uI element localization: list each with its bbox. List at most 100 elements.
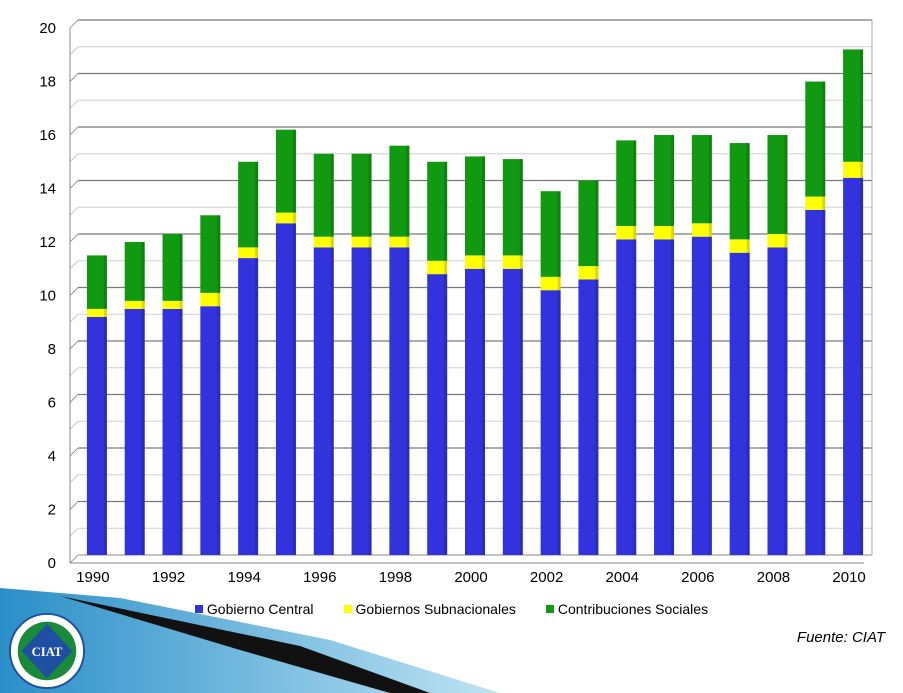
bar-segment-gobiernos-subnacionales [86,308,107,317]
x-tick-label: 2002 [530,569,563,586]
y-tick-label: 4 [48,448,56,465]
bar-segment-gobiernos-subnacionales [691,223,712,237]
bar-segment-gobiernos-subnacionales [238,247,259,259]
bar-segment-gobiernos-subnacionales [313,236,334,248]
bar-segment-contribuciones-sociales [616,140,637,226]
bar-shade [822,81,826,556]
bar-segment-gobiernos-subnacionales [427,260,448,275]
bar-segment-gobierno-central [729,252,750,555]
bar-segment-gobierno-central [200,306,221,555]
legend-label: Gobiernos Subnacionales [355,601,516,617]
bar-shade [708,135,712,555]
x-tick-label: 2008 [757,569,790,586]
y-tick-label: 18 [39,74,56,91]
bar-segment-gobierno-central [313,247,334,555]
y-tick-label: 14 [39,181,56,198]
bar-segment-gobiernos-subnacionales [389,236,410,248]
bar-segment-contribuciones-sociales [162,234,183,301]
bar-segment-gobierno-central [502,268,523,555]
bar-shade [368,153,372,555]
bar-segment-gobierno-central [578,279,599,555]
minor-gridline-slant [69,367,79,377]
bar-segment-gobierno-central [465,268,485,555]
bar-segment-contribuciones-sociales [124,242,145,301]
bar-segment-contribuciones-sociales [86,255,107,309]
legend-item-contribuciones-sociales: Contribuciones Sociales [545,601,709,617]
bar-segment-gobiernos-subnacionales [729,239,750,253]
bar-shade [217,215,221,555]
bar-shade [595,180,599,555]
x-tick-label: 1992 [152,569,185,586]
gridline-slant [69,73,79,82]
minor-gridline-slant [69,527,79,537]
bar-segment-contribuciones-sociales [540,191,561,277]
bar-segment-contribuciones-sociales [389,145,410,237]
bar-segment-contribuciones-sociales [502,159,523,256]
bar-segment-gobierno-central [540,290,561,555]
bar-shade [255,161,259,555]
y-tick-label: 8 [48,341,56,358]
bar-segment-contribuciones-sociales [767,135,788,234]
gridline-slant [69,447,79,457]
y-tick-label: 16 [39,127,56,144]
bar-segment-gobiernos-subnacionales [351,236,372,248]
y-tick-label: 0 [48,555,56,572]
minor-gridline-slant [69,260,79,270]
x-tick-label: 2004 [606,569,639,586]
bar-shade [141,242,145,555]
bar-segment-contribuciones-sociales [351,153,372,237]
gridline-slant [69,340,79,350]
bar-segment-gobiernos-subnacionales [616,225,637,240]
bar-shade [103,255,107,555]
gridline-slant [69,126,79,136]
bar-shade [633,140,637,555]
minor-gridline-slant [69,474,79,484]
y-tick-label: 2 [48,502,56,519]
y-tick-label: 10 [39,288,56,305]
gridline-slant [69,287,79,296]
bar-segment-contribuciones-sociales [843,49,864,162]
x-tick-label: 2006 [681,569,714,586]
legend-item-gobiernos-subnacionales: Gobiernos Subnacionales [343,601,516,617]
bar-segment-gobiernos-subnacionales [843,161,864,178]
bar-shade [444,161,448,555]
gridline-slant [69,501,79,510]
bar-shade [746,143,750,556]
legend-label: Contribuciones Sociales [557,601,709,617]
x-tick-label: 1990 [76,569,109,586]
bar-segment-contribuciones-sociales [729,143,750,240]
legend-label: Gobierno Central [206,601,314,617]
bar-segment-gobierno-central [86,316,107,555]
bar-shade [860,49,864,556]
bar-segment-contribuciones-sociales [200,215,221,293]
legend-swatch [545,605,554,613]
bar-segment-gobierno-central [275,223,296,556]
logo-text: CIAT [32,645,63,659]
bar-segment-contribuciones-sociales [238,161,259,248]
minor-gridline-slant [69,313,79,323]
bar-shade [406,145,410,555]
bar-segment-contribuciones-sociales [275,129,296,213]
bar-segment-gobiernos-subnacionales [654,225,675,240]
gridline-slant [69,394,79,403]
y-tick-label: 20 [39,20,56,37]
bar-shade [482,156,485,556]
bar-segment-gobierno-central [843,177,864,555]
bar-segment-gobiernos-subnacionales [767,234,788,248]
y-tick-label: 6 [48,395,56,412]
bar-shade [557,191,561,555]
y-tick-label: 12 [39,234,56,251]
bar-segment-contribuciones-sociales [313,153,334,237]
gridline-slant [69,180,79,189]
minor-gridline-slant [69,420,79,430]
bar-segment-gobierno-central [427,274,448,555]
bar-segment-gobierno-central [767,247,788,555]
minor-gridline-slant [69,206,79,216]
bar-segment-gobierno-central [654,239,675,555]
bar-segment-gobierno-central [691,236,712,556]
gridline-slant [69,554,79,564]
x-tick-label: 1998 [379,569,412,586]
bar-segment-gobiernos-subnacionales [502,255,523,269]
bar-segment-gobiernos-subnacionales [162,300,183,309]
